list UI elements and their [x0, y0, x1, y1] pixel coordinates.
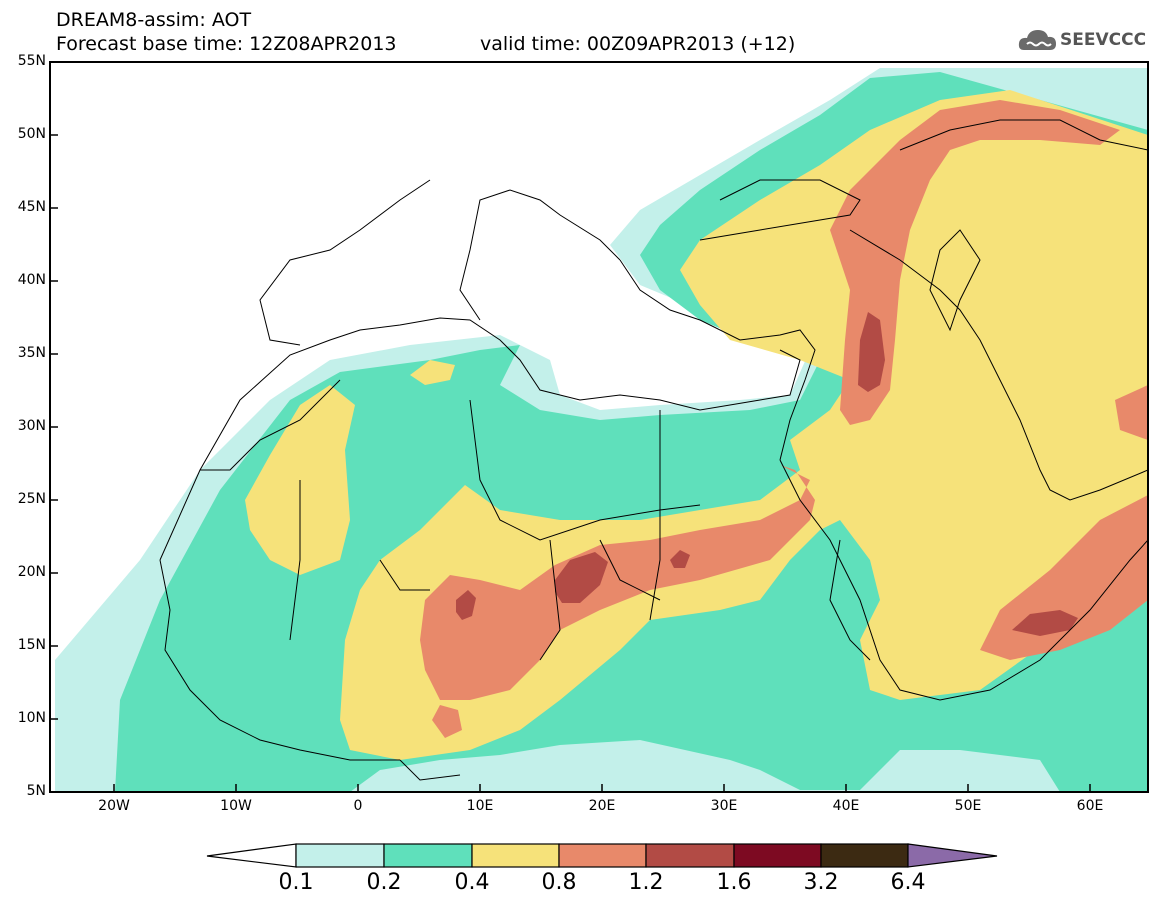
- colorbar-level-label: 0.1: [278, 870, 314, 895]
- lat-label: 30N: [17, 418, 46, 434]
- colorbar-level-label: 0.8: [541, 870, 577, 895]
- logo-text: SEEVCCC: [1060, 30, 1147, 50]
- colorbar-swatch: [383, 843, 473, 868]
- lon-label: 10E: [466, 798, 494, 814]
- lat-label: 55N: [17, 53, 46, 69]
- colorbar-level-label: 0.2: [366, 870, 402, 895]
- lon-label: 50E: [954, 798, 982, 814]
- lon-label: 40E: [832, 798, 860, 814]
- coastlines: [159, 119, 1148, 781]
- colorbar-swatch: [295, 843, 385, 868]
- valid-time: valid time: 00Z09APR2013 (+12): [480, 33, 796, 55]
- lat-label: 20N: [17, 564, 46, 580]
- lat-label: 45N: [17, 199, 46, 215]
- forecast-time-line: Forecast base time: 12Z08APR2013 valid ti…: [56, 33, 795, 55]
- aot-contour-0.8-iran: [1115, 385, 1148, 440]
- lat-label: 50N: [17, 126, 46, 142]
- aot-contour-0.8-nigeria: [432, 705, 462, 738]
- colorbar-swatch: [558, 843, 647, 868]
- aot-field: [55, 68, 1148, 792]
- lat-label: 10N: [17, 710, 46, 726]
- aot-contour-0.8-iraq: [830, 100, 1120, 425]
- colorbar-swatch: [645, 843, 735, 868]
- colorbar: [206, 843, 998, 868]
- base-time: Forecast base time: 12Z08APR2013: [56, 33, 397, 55]
- lon-label: 0: [353, 798, 363, 814]
- aot-contour-0.8-oman: [980, 495, 1148, 660]
- lon-label: 10W: [220, 798, 252, 814]
- colorbar-level-label: 1.6: [716, 870, 752, 895]
- colorbar-level-label: 3.2: [803, 870, 839, 895]
- colorbar-level-label: 1.2: [628, 870, 664, 895]
- colorbar-swatch: [471, 843, 560, 868]
- aot-contour-1.2-iraq: [858, 312, 885, 392]
- aot-contour-0.8: [420, 465, 815, 700]
- lon-label: 20W: [98, 798, 130, 814]
- colorbar-swatch: [820, 843, 909, 868]
- seevccc-logo: SEEVCCC: [1018, 26, 1158, 54]
- colorbar-swatch: [907, 843, 998, 868]
- lat-label: 40N: [17, 272, 46, 288]
- colorbar-swatch: [733, 843, 822, 868]
- cloud-icon: [1018, 30, 1056, 50]
- lat-label: 15N: [17, 637, 46, 653]
- aot-contour-0.4-algeria: [410, 360, 455, 385]
- lon-label: 30E: [710, 798, 738, 814]
- lat-label: 5N: [26, 783, 46, 799]
- lon-label: 60E: [1076, 798, 1104, 814]
- axis-ticks: [50, 134, 1091, 792]
- lat-label: 35N: [17, 345, 46, 361]
- aot-contour-1.2-chad: [555, 552, 608, 603]
- aot-contour-1.2-oman: [1012, 610, 1078, 636]
- aot-contour-1.2-niger: [456, 590, 476, 620]
- lat-label: 25N: [17, 491, 46, 507]
- map-title: DREAM8-assim: AOT: [56, 9, 252, 31]
- colorbar-level-label: 0.4: [454, 870, 490, 895]
- lon-label: 20E: [588, 798, 616, 814]
- colorbar-level-label: 6.4: [890, 870, 926, 895]
- aot-contour-1.2-sudan: [670, 550, 690, 568]
